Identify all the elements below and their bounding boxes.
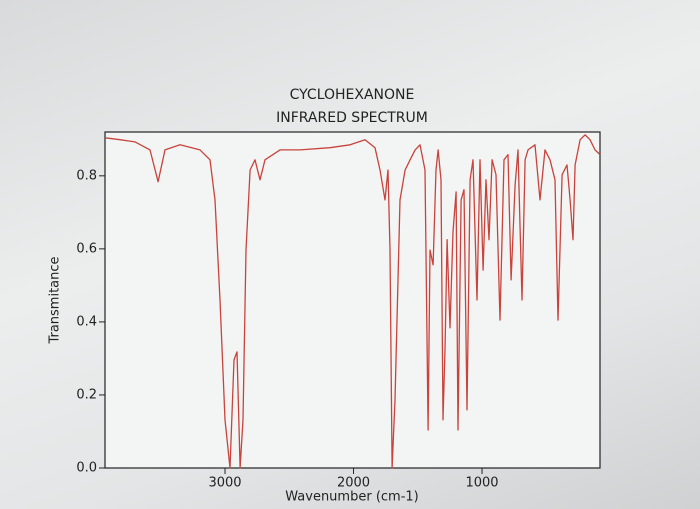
y-tick-label: 0.0 xyxy=(76,461,97,476)
plot-area xyxy=(104,131,601,469)
x-tick-label: 3000 xyxy=(208,476,241,491)
y-tick-label: 0.4 xyxy=(76,314,97,329)
x-tick-label: 2000 xyxy=(337,476,370,491)
y-tick-label: 0.6 xyxy=(76,241,97,256)
chart-subtitle: INFRARED SPECTRUM xyxy=(276,110,428,126)
spectrum-line xyxy=(104,134,601,469)
y-axis-label: Transmitance xyxy=(48,256,63,344)
y-tick-label: 0.8 xyxy=(76,168,97,183)
x-tick-label: 1000 xyxy=(465,476,498,491)
x-axis-label: Wavenumber (cm-1) xyxy=(285,490,418,505)
y-tick-label: 0.2 xyxy=(76,387,97,402)
chart-title: CYCLOHEXANONE xyxy=(290,87,415,103)
